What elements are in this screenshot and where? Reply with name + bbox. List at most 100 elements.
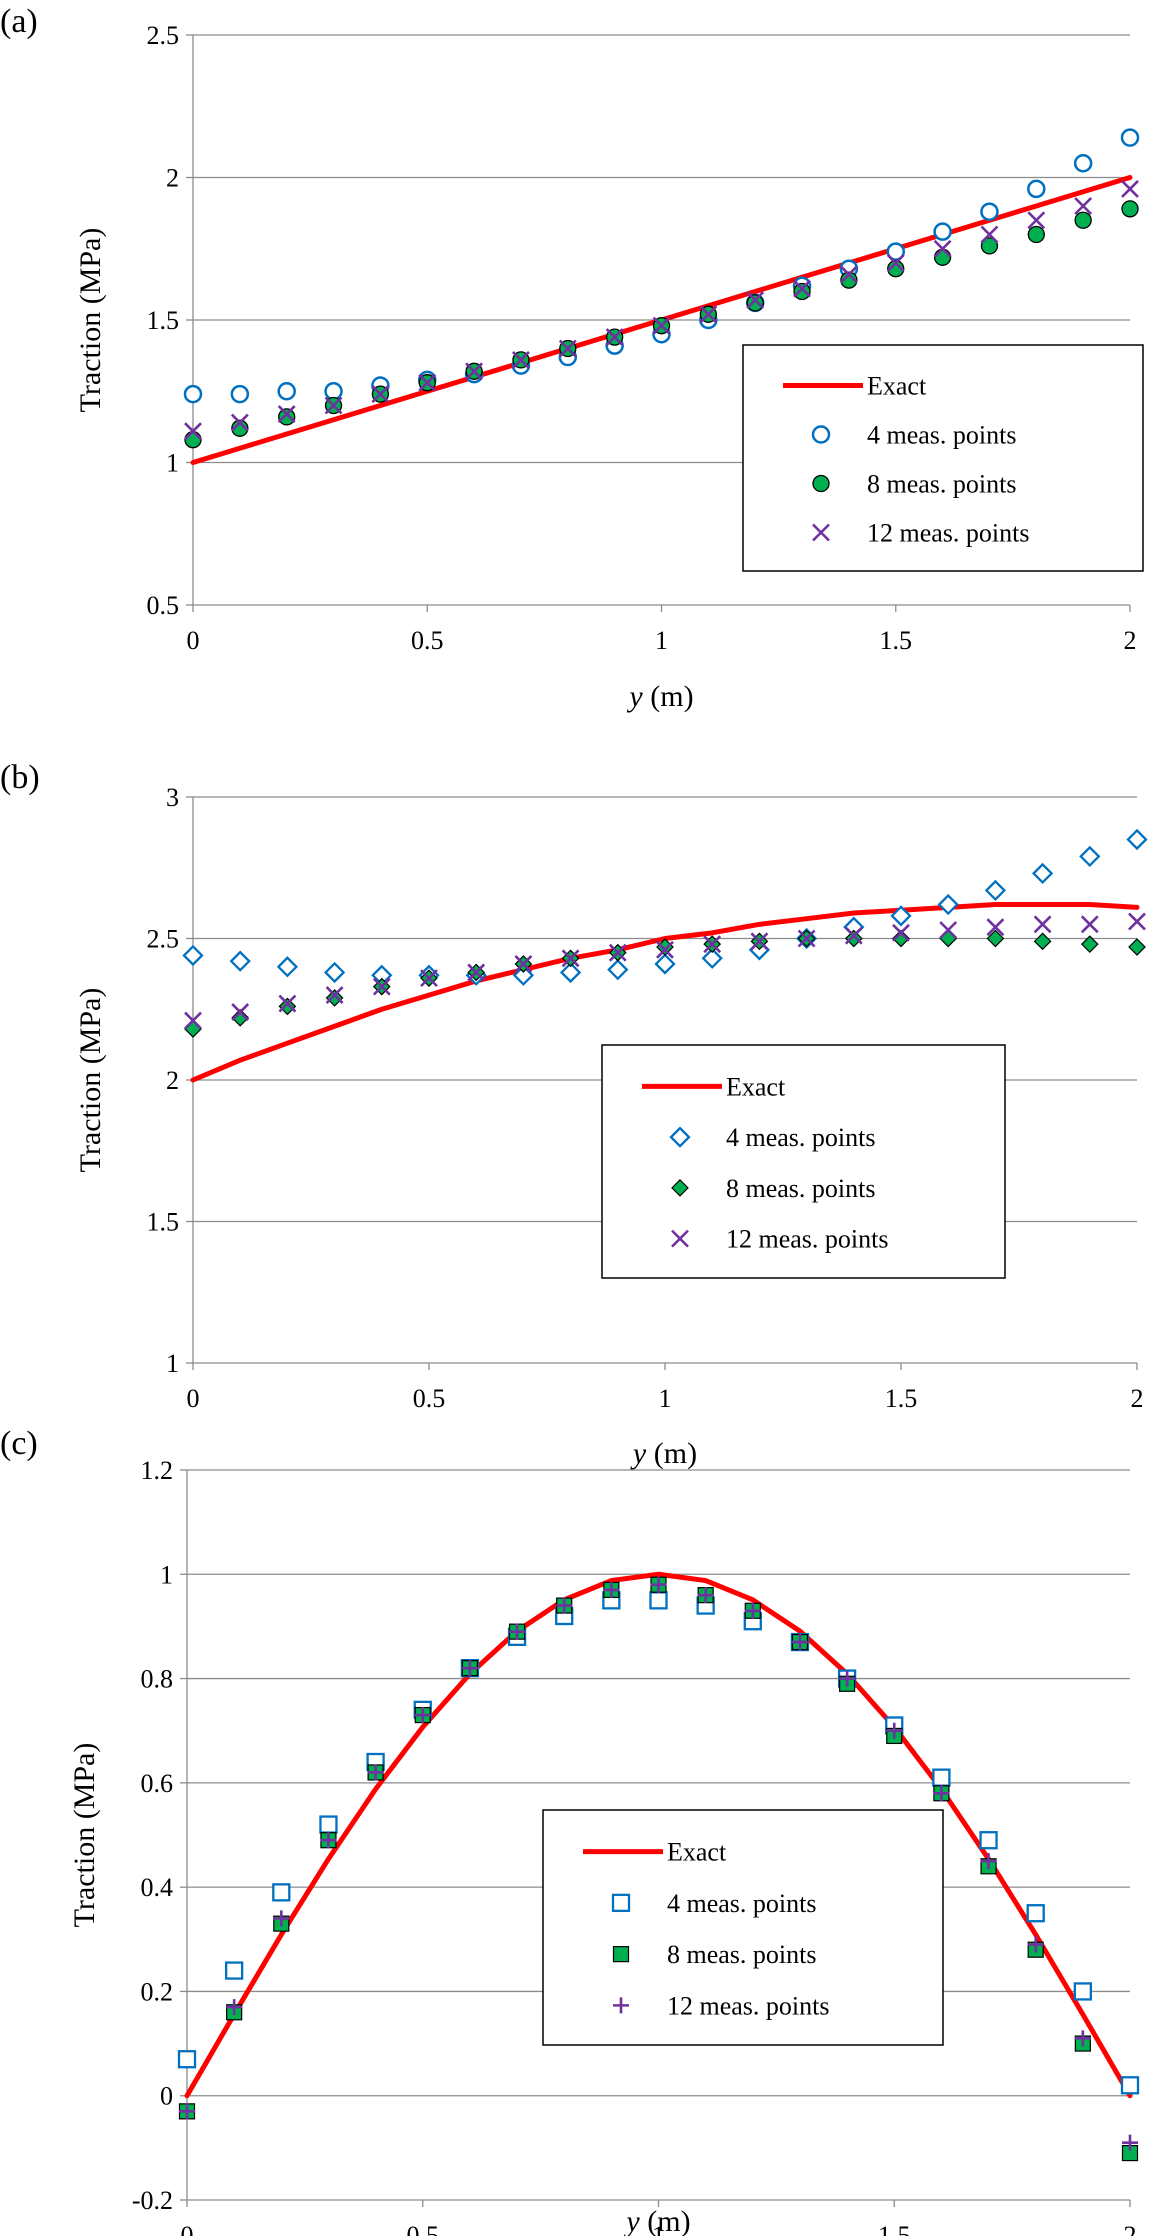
data-point [699,305,718,324]
legend-box [742,344,1144,572]
data-point [703,935,722,954]
data-point [278,997,297,1016]
data-point [933,222,952,241]
y-tick-label: 1 [166,1349,179,1378]
data-point [605,328,624,347]
data-point [839,265,858,284]
data-point [656,940,674,959]
series-2 [184,200,1139,449]
data-point [980,225,999,244]
x-tick-label: 0 [187,1384,200,1413]
y-tick-label: 2 [166,164,179,193]
data-point [325,989,344,1007]
data-point [514,955,533,973]
x-tick-label: 0 [181,2221,194,2236]
data-point [979,1831,998,1850]
series-3 [184,912,1146,1030]
x-tick-label: 1.5 [880,626,913,655]
legend: Exact 4 meas. points 8 meas. points 12 meas… [601,1044,1006,1279]
data-point [276,956,299,978]
data-point [231,419,249,437]
x-tick-label: 0.5 [413,1384,446,1413]
x-tick-label: 1.5 [878,2221,911,2236]
data-point [1033,915,1052,934]
data-point [603,1581,620,1598]
data-point [649,1591,668,1610]
data-point [561,949,580,968]
data-point [1120,2076,1140,2095]
x-tick-label: 1 [659,1384,672,1413]
data-point [1122,2134,1138,2151]
legend-marker [611,1893,631,1913]
x-axis-label: y (m) [630,1437,697,1470]
data-point [230,384,250,404]
legend-label: 8 meas. points [667,1940,817,1969]
legend-label: 4 meas. points [867,421,1017,450]
chart-panel-1: 1 1.5 2 2.5 3 0 0.5 1 1.5 2 y (m) Traction (MPa) (b)… [0,759,1148,1470]
data-point [325,986,344,1005]
data-point [1027,225,1045,244]
panel-label: (a) [0,3,38,40]
data-point [750,932,769,951]
legend-label: 4 meas. points [726,1123,876,1152]
data-point [467,963,486,982]
series-3 [184,179,1139,441]
data-point [654,953,676,975]
data-point [886,254,905,272]
y-tick-label: 2.5 [147,21,180,50]
data-point [844,926,863,945]
data-point [273,1910,290,1927]
data-point [367,1764,384,1781]
y-tick-label: 2 [166,1066,179,1095]
data-point [420,969,438,988]
y-tick-label: 1 [166,449,179,478]
data-point [319,1815,338,1834]
data-point [1031,862,1054,885]
legend-label: 8 meas. points [726,1174,876,1203]
data-point [608,943,627,962]
y-tick-label: 1.2 [141,1456,174,1485]
y-axis-label: Traction (MPa) [74,228,107,413]
data-point [177,2050,197,2069]
x-tick-label: 1 [655,626,668,655]
data-point [1128,938,1146,956]
panel-label: (c) [0,1425,38,1462]
data-point [697,1587,714,1604]
data-point [1079,845,1101,868]
legend-label: 12 meas. points [867,519,1030,548]
data-point [224,1961,244,1980]
data-point [1126,828,1148,851]
legend-marker [671,1179,689,1197]
chart-panel-2: -0.2 0 0.2 0.4 0.6 0.8 1 1.2 0 0.5 1 1.5 2 y (m) Tract… [0,1425,1140,2236]
legend-label: 8 meas. points [867,470,1017,499]
data-point [465,362,484,381]
data-point [371,385,390,404]
chart-panel-0: 0.511.522.50 0.5 1 1.5 2y (m)Traction (MPa)(… [0,3,1144,713]
series-1 [182,828,1148,986]
data-point [320,1832,337,1849]
data-point [461,1660,478,1677]
data-point [184,422,202,441]
data-point [1128,912,1146,931]
data-point [1033,932,1052,951]
data-point [1027,211,1046,230]
data-point [939,921,958,939]
data-point [986,929,1005,948]
data-point [1121,200,1139,218]
data-point [886,242,905,261]
legend-label: 12 meas. points [667,1991,830,2020]
legend-box [601,1044,1006,1279]
data-point [844,929,863,948]
data-point [1027,179,1046,199]
x-tick-label: 2 [1124,2221,1137,2236]
legend-label: 4 meas. points [667,1889,817,1918]
data-point [231,1008,250,1027]
data-point [886,1722,903,1739]
y-tick-label: -0.2 [132,2186,173,2215]
data-point [1080,915,1099,934]
legend-marker [669,1126,691,1148]
data-point [226,1999,243,2016]
data-point [278,408,296,426]
data-point [231,1003,250,1021]
